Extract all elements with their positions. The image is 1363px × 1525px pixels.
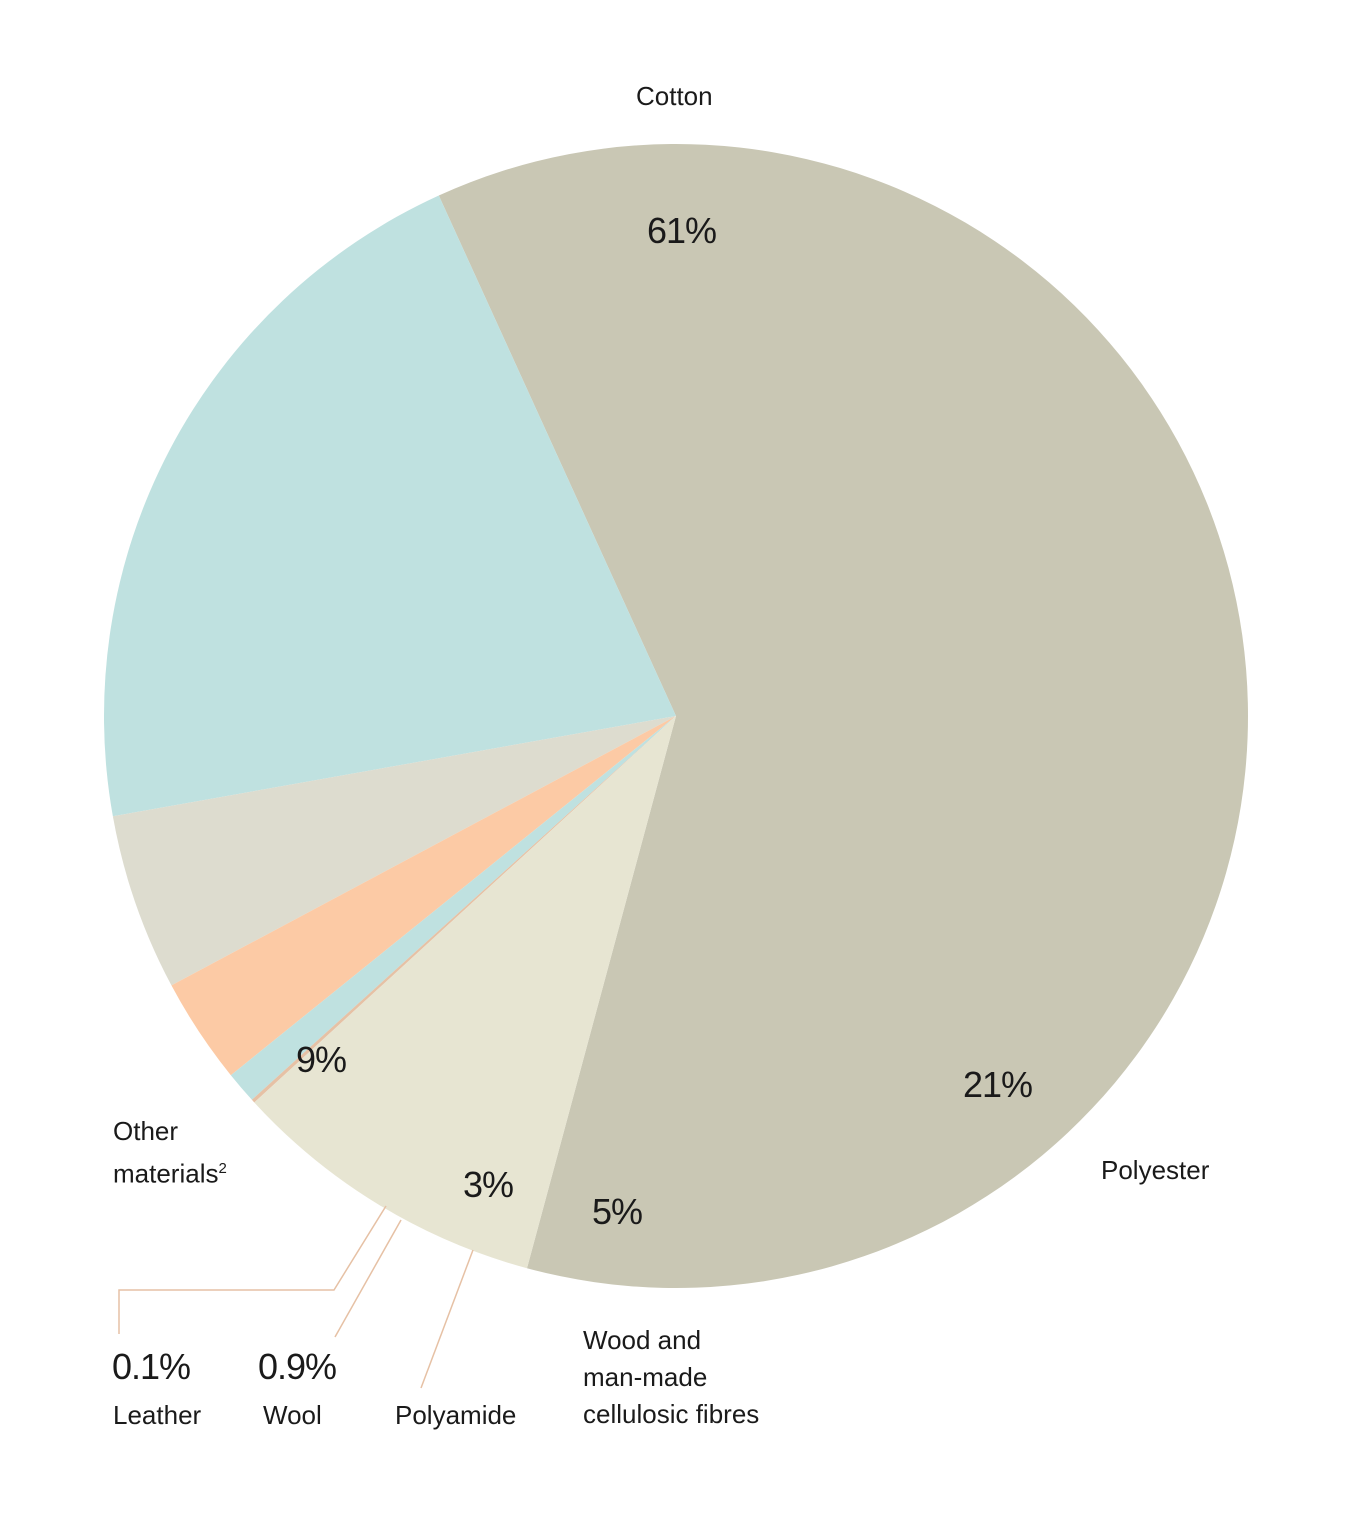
- label-cotton: Cotton: [636, 81, 713, 111]
- pct-polyester: 21%: [963, 1064, 1033, 1105]
- label-leather: Leather: [113, 1400, 202, 1430]
- leader-lines: [118, 1205, 474, 1389]
- pct-cotton: 61%: [647, 210, 717, 251]
- pie-slices: [103, 144, 1248, 1288]
- slice-wool: [230, 716, 676, 1100]
- pct-other: 9%: [296, 1039, 347, 1080]
- pct-wool: 0.9%: [258, 1346, 337, 1387]
- leader-wool: [334, 1219, 402, 1338]
- pct-wood: 5%: [592, 1191, 643, 1232]
- slice-polyester: [103, 195, 676, 817]
- label-wood: Wood and man-made cellulosic fibres: [583, 1325, 760, 1429]
- slice-polyamide: [171, 716, 677, 1076]
- leader-leather: [118, 1205, 387, 1334]
- slice-cotton: [438, 144, 1248, 1288]
- pct-polyamide: 3%: [463, 1164, 514, 1205]
- label-other-text: Other materials: [113, 1116, 219, 1189]
- label-polyester: Polyester: [1101, 1155, 1210, 1185]
- slice-wood-and-man-made-cellulosic-fibres: [112, 716, 677, 986]
- pct-leather: 0.1%: [112, 1346, 191, 1387]
- label-other: Other materials2: [113, 1113, 227, 1193]
- label-wool: Wool: [263, 1400, 322, 1430]
- leader-polyamide: [420, 1249, 474, 1389]
- label-other-footnote: 2: [218, 1160, 227, 1177]
- label-polyamide: Polyamide: [395, 1400, 517, 1430]
- slice-leather: [251, 716, 677, 1103]
- slice-other-materials: [254, 716, 676, 1269]
